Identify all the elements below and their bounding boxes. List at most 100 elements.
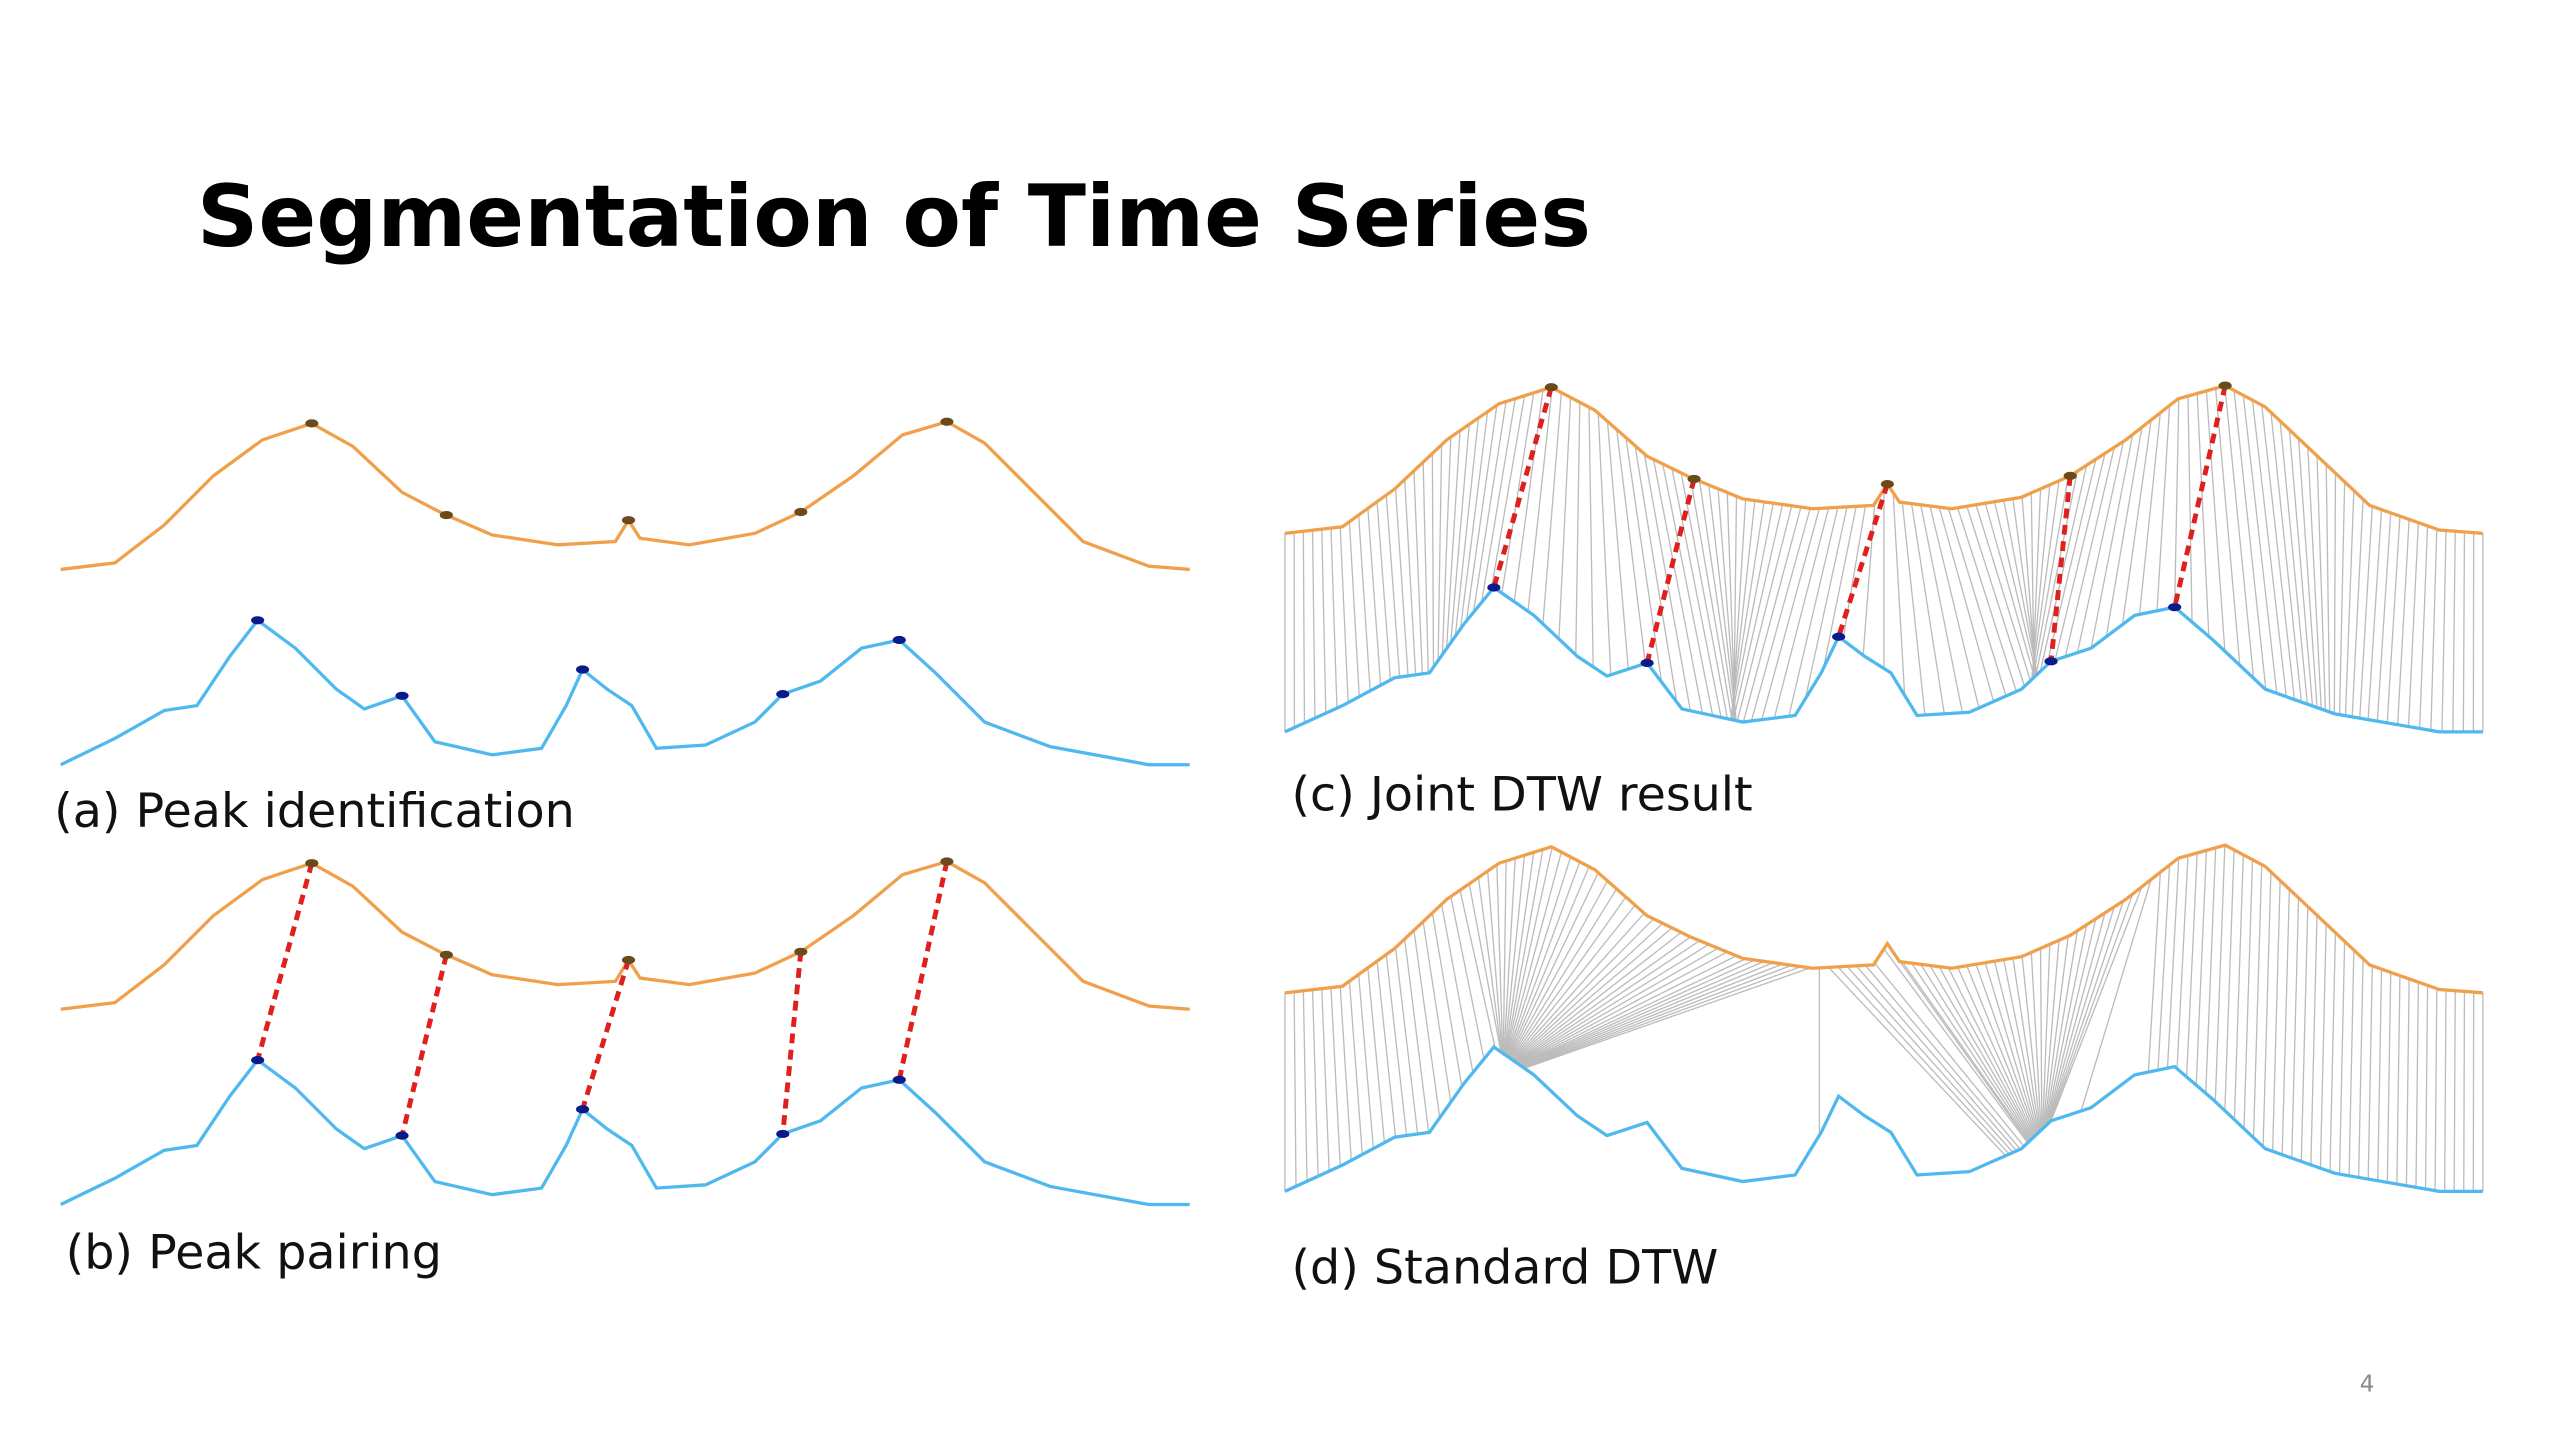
warp-line <box>1788 507 1839 717</box>
warp-line <box>1517 947 1719 1065</box>
warp-line <box>1508 872 1599 1059</box>
warp-line <box>1717 488 1737 721</box>
warp-line <box>1822 506 1857 669</box>
warp-line <box>2173 398 2180 608</box>
warp-line <box>2044 930 2079 1127</box>
peak-dot <box>251 1056 265 1065</box>
warp-line <box>1520 959 1756 1067</box>
peak-dot <box>1544 383 1558 392</box>
warp-line <box>2076 441 2125 653</box>
warp-line <box>1523 965 1802 1069</box>
warp-line <box>2050 886 2143 1122</box>
warp-line <box>2443 990 2447 1192</box>
warp-line <box>1883 948 2029 1144</box>
warp-line <box>1966 506 2026 687</box>
warp-line <box>1339 526 1349 703</box>
warp-line <box>1367 508 1382 686</box>
warp-line <box>1732 504 1784 721</box>
warp-line <box>1708 484 1737 721</box>
warp-line <box>1929 965 2033 1140</box>
warp-line <box>1450 896 1485 1060</box>
orange-series <box>1284 843 2483 995</box>
warp-line <box>2316 455 2327 711</box>
peak-dot <box>1880 480 1894 489</box>
peak-dot <box>940 417 954 426</box>
warp-line <box>1671 468 1722 718</box>
peak-dot <box>776 690 790 699</box>
warp-line <box>1394 488 1409 676</box>
warp-line <box>2003 500 2038 675</box>
peak-pair <box>580 959 631 1111</box>
warp-line <box>1490 395 1526 592</box>
warp-line <box>1321 529 1327 714</box>
warp-line <box>1773 507 1830 719</box>
caption: (c) Joint DTW result <box>1291 768 1752 823</box>
warp-line <box>2035 471 2079 676</box>
warp-line <box>1330 528 1338 709</box>
peak-dot <box>439 950 453 959</box>
warp-line <box>1527 387 1553 612</box>
warp-line <box>2407 522 2420 727</box>
warp-line <box>1984 503 2035 678</box>
warp-line <box>1855 965 2018 1152</box>
warp-line <box>1689 477 1733 720</box>
warp-line <box>2281 889 2291 1155</box>
warp-line <box>2338 481 2346 715</box>
warp-line <box>2333 473 2337 714</box>
warp-lines <box>1284 845 2484 1192</box>
peak-dot <box>621 516 636 525</box>
warp-line <box>1874 962 2025 1147</box>
warp-line <box>1864 964 2021 1150</box>
warp-line <box>2054 453 2106 661</box>
warp-line <box>1519 958 1746 1066</box>
warp-line <box>1514 931 1682 1063</box>
warp-line <box>1652 459 1704 714</box>
warp-line <box>2251 400 2287 697</box>
warp-line <box>2262 871 2272 1147</box>
warp-line <box>1404 938 1430 1133</box>
warp-line <box>2049 893 2134 1122</box>
peak-dot <box>776 1129 790 1139</box>
warp-line <box>1486 871 1503 1053</box>
warp-line <box>2359 506 2373 719</box>
warp-line <box>1910 503 1945 714</box>
warp-line <box>2080 879 2152 1112</box>
peak-dot <box>2218 381 2232 390</box>
peak-dot <box>2044 657 2058 666</box>
warp-line <box>2147 872 2162 1073</box>
warp-line <box>1518 951 1728 1065</box>
warp-line <box>1311 530 1316 719</box>
warp-line <box>1842 505 1867 641</box>
peak-dot <box>1640 658 1654 668</box>
warp-line <box>2205 390 2226 652</box>
warp-line <box>2064 447 2115 657</box>
peak-pair <box>2048 475 2073 662</box>
warp-line <box>2003 959 2040 1133</box>
warp-line <box>1634 445 1678 703</box>
warp-line <box>1828 966 2007 1157</box>
warp-line <box>2224 849 2235 1111</box>
warp-line <box>2452 531 2456 732</box>
warp-line <box>2243 859 2254 1129</box>
warp-line <box>2430 529 2438 731</box>
warp-line <box>1413 930 1441 1118</box>
warp-line <box>1920 963 2032 1141</box>
warp-line <box>1524 967 1811 1069</box>
warp-line <box>1311 989 1319 1177</box>
warp-line <box>1575 402 1581 655</box>
peak-dot <box>2063 471 2077 480</box>
warp-line <box>1522 964 1792 1068</box>
warp-line <box>2242 395 2278 694</box>
warp-line <box>1339 986 1352 1161</box>
warp-line <box>1516 940 1700 1064</box>
warp-line <box>1504 852 1535 1055</box>
blue-series <box>1284 1044 2483 1194</box>
warp-line <box>1330 987 1341 1167</box>
warp-line <box>2196 393 2210 637</box>
warp-line <box>1502 860 1507 1054</box>
warp-line <box>2233 854 2244 1120</box>
warp-line <box>2090 434 2134 649</box>
warp-line <box>2453 990 2456 1192</box>
peak-dot <box>305 859 319 868</box>
